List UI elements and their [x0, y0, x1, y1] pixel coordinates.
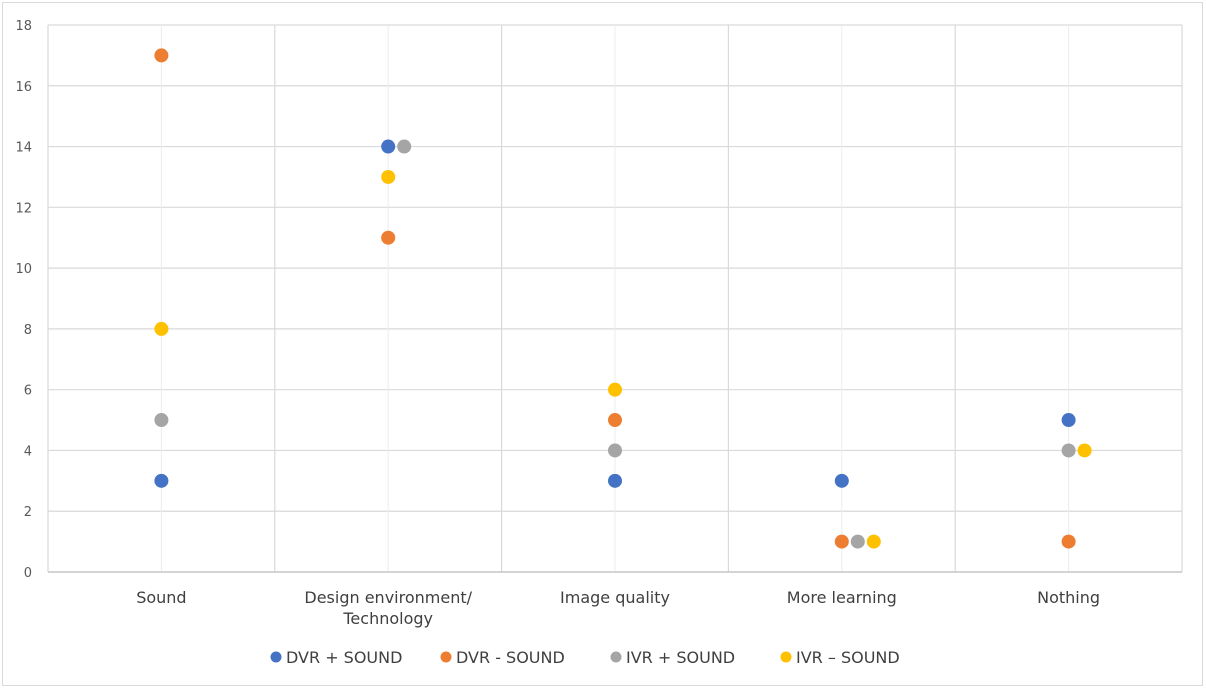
y-tick-label: 0 — [24, 566, 32, 581]
legend-label: IVR – SOUND — [796, 648, 900, 667]
legend-marker — [270, 651, 282, 663]
data-point — [1077, 443, 1092, 458]
y-tick-label: 10 — [15, 262, 32, 277]
data-point — [154, 413, 169, 428]
y-tick-label: 16 — [15, 80, 32, 95]
y-tick-label: 14 — [15, 141, 32, 156]
y-tick-label: 12 — [15, 201, 32, 216]
legend-marker — [440, 651, 452, 663]
category-label: Design environment/Technology — [304, 588, 472, 628]
data-point — [381, 139, 396, 154]
data-points — [154, 48, 1092, 549]
data-point — [1061, 413, 1076, 428]
y-tick-label: 4 — [24, 444, 32, 459]
x-axis: Sound Design environment/Technology Image … — [136, 588, 1100, 628]
category-label: More learning — [787, 588, 897, 607]
data-point — [850, 534, 865, 549]
data-point — [608, 382, 622, 397]
data-point — [1061, 443, 1076, 458]
y-axis: 0 2 4 6 8 10 12 14 16 18 — [15, 19, 32, 581]
data-point — [154, 473, 169, 488]
y-tick-label: 6 — [24, 384, 32, 399]
legend-label: DVR + SOUND — [286, 648, 402, 667]
data-point — [608, 443, 622, 458]
y-tick-label: 8 — [24, 323, 32, 338]
data-point — [608, 413, 622, 428]
y-tick-label: 18 — [15, 19, 32, 34]
data-point — [1061, 534, 1076, 549]
data-point — [381, 169, 396, 184]
data-point — [154, 321, 169, 336]
data-point — [608, 473, 622, 488]
legend-label: IVR + SOUND — [626, 648, 735, 667]
gridlines — [47, 24, 1183, 573]
y-tick-label: 2 — [24, 505, 32, 520]
legend: DVR + SOUND DVR - SOUND IVR + SOUND IVR – S… — [270, 648, 900, 667]
legend-label: DVR - SOUND — [456, 648, 565, 667]
data-point — [381, 230, 396, 245]
legend-marker — [610, 651, 622, 663]
category-label: Sound — [136, 588, 186, 607]
data-point — [834, 473, 849, 488]
data-point — [154, 48, 169, 63]
data-point — [397, 139, 412, 154]
data-point — [866, 534, 881, 549]
category-label: Image quality — [560, 588, 670, 607]
data-point — [834, 534, 849, 549]
legend-marker — [780, 651, 792, 663]
category-label: Nothing — [1037, 588, 1100, 607]
